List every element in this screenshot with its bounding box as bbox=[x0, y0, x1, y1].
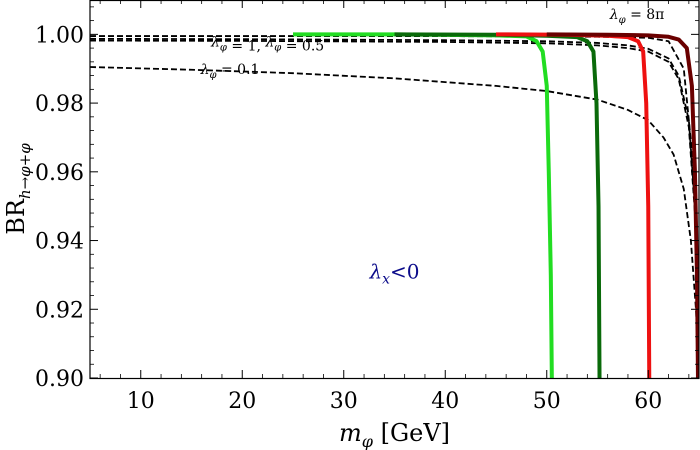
y-axis-title: BRh→φ+φ bbox=[2, 143, 34, 235]
plot-frame bbox=[89, 0, 700, 380]
x-tick-label-2: 30 bbox=[330, 389, 358, 414]
x-axis-title: mφ [GeV] bbox=[339, 419, 450, 450]
y-tick-label-4: 0.98 bbox=[35, 92, 84, 117]
y-tick-label-1: 0.92 bbox=[35, 298, 84, 323]
region-label: λx<0 bbox=[368, 259, 419, 287]
x-tick-label-3: 40 bbox=[431, 389, 459, 414]
series-line-7 bbox=[546, 32, 699, 378]
y-tick-label-3: 0.96 bbox=[35, 161, 84, 186]
x-tick-label-1: 20 bbox=[228, 389, 256, 414]
annotation-2: λφ = 0.1 bbox=[200, 62, 260, 81]
series-line-3 bbox=[90, 66, 699, 378]
label-layer: mφ [GeV] BRh→φ+φ λφ = 8π λφ = 1, λφ = 0.5 λφ… bbox=[2, 7, 664, 450]
x-tick-label-5: 60 bbox=[634, 389, 662, 414]
y-tick-label-2: 0.94 bbox=[35, 230, 84, 255]
y-tick-label-5: 1.00 bbox=[35, 23, 84, 48]
x-tick-label-4: 50 bbox=[533, 389, 561, 414]
series-layer bbox=[90, 32, 699, 378]
x-tick-label-0: 10 bbox=[127, 389, 155, 414]
axes-layer: 10 20 30 40 50 60 0.90 0.92 0.94 0.96 0.98 1.00 bbox=[35, 0, 700, 414]
annotation-0: λφ = 8π bbox=[609, 7, 665, 26]
annotation-1: λφ = 1, λφ = 0.5 bbox=[210, 34, 324, 54]
y-tick-label-0: 0.90 bbox=[35, 367, 84, 392]
